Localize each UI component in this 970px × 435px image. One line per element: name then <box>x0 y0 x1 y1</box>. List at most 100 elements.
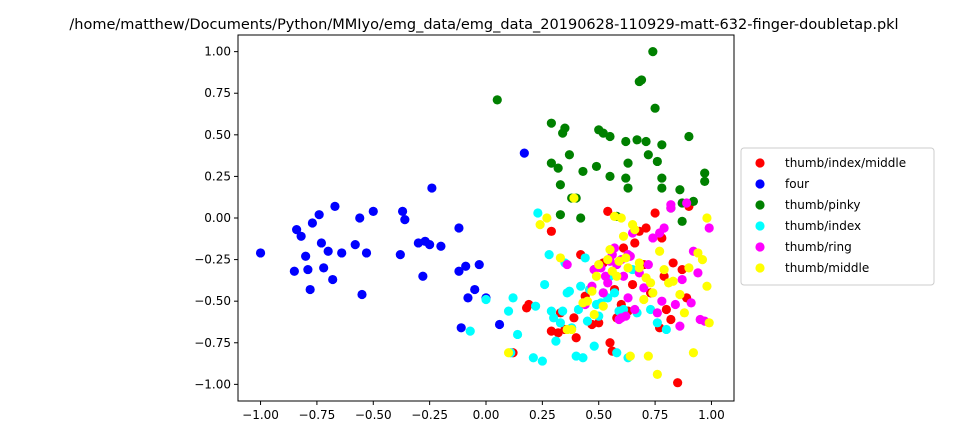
point-series-3-24 <box>580 253 590 263</box>
point-series-0-9 <box>571 333 581 343</box>
x-axis: −1.00 −0.75 −0.50 −0.25 0.00 0.25 0.50 0.75 1.00 <box>242 401 725 422</box>
point-series-5-13 <box>598 301 608 311</box>
point-series-2-17 <box>605 131 615 142</box>
point-series-1-17 <box>357 289 367 300</box>
legend: thumb/index/middle four thumb/pinky thumb/i… <box>740 147 935 286</box>
point-series-0-34 <box>666 314 676 325</box>
point-series-1-6 <box>305 284 315 295</box>
legend-label: thumb/ring <box>785 240 852 254</box>
point-series-3-9 <box>537 356 547 366</box>
y-tick-label: 0.50 <box>204 128 231 142</box>
legend-marker <box>755 263 765 273</box>
point-series-5-28 <box>639 294 649 305</box>
x-tick-label: 0.00 <box>473 408 500 422</box>
point-series-1-0 <box>255 248 266 258</box>
legend-box <box>740 147 935 286</box>
point-series-4-38 <box>704 223 714 233</box>
point-series-0-33 <box>661 304 671 315</box>
legend-marker <box>755 242 765 252</box>
point-series-1-38 <box>436 241 446 251</box>
point-series-0-27 <box>641 223 651 233</box>
point-series-5-15 <box>605 245 615 255</box>
point-series-4-25 <box>657 296 667 306</box>
chart-title: /home/matthew/Documents/Python/MMIyo/emg… <box>69 17 898 33</box>
point-series-2-37 <box>684 131 694 142</box>
point-series-1-20 <box>395 250 405 260</box>
point-series-5-18 <box>612 271 622 281</box>
point-series-2-21 <box>623 158 633 168</box>
y-tick-label: 0.00 <box>204 211 231 225</box>
point-series-3-23 <box>578 353 588 363</box>
point-series-1-10 <box>319 263 329 273</box>
point-series-0-3 <box>546 226 556 236</box>
x-tick-label: 1.00 <box>698 408 725 422</box>
point-series-5-1 <box>535 220 545 230</box>
point-series-5-33 <box>652 369 662 379</box>
point-series-1-8 <box>314 210 324 220</box>
x-tick-label: 0.50 <box>585 408 612 422</box>
point-series-3-8 <box>533 208 543 218</box>
point-series-5-26 <box>630 225 640 235</box>
legend-marker <box>755 200 765 210</box>
point-series-2-35 <box>675 185 685 195</box>
point-series-2-2 <box>546 158 556 168</box>
point-series-5-9 <box>587 286 597 296</box>
point-series-0-16 <box>603 206 613 216</box>
legend-label: thumb/pinky <box>785 198 860 212</box>
point-series-2-27 <box>643 150 653 160</box>
point-series-2-0 <box>492 95 502 105</box>
legend-label: thumb/index <box>785 219 861 233</box>
y-tick-label: 0.75 <box>204 86 231 100</box>
point-series-3-4 <box>512 329 523 340</box>
point-series-2-32 <box>657 173 667 183</box>
point-series-4-41 <box>600 271 611 281</box>
point-series-1-37 <box>456 323 466 333</box>
point-series-3-13 <box>551 336 561 346</box>
point-series-1-36 <box>519 148 529 158</box>
point-series-5-22 <box>621 253 631 263</box>
point-series-5-37 <box>668 276 678 286</box>
point-series-5-12 <box>594 259 604 270</box>
point-series-0-21 <box>618 243 629 253</box>
point-series-3-15 <box>555 318 566 328</box>
point-series-2-23 <box>632 135 642 145</box>
point-series-1-1 <box>289 266 299 276</box>
point-series-0-7 <box>553 328 563 338</box>
point-series-2-22 <box>623 183 633 193</box>
legend-label: four <box>785 177 809 191</box>
point-series-1-32 <box>470 284 480 295</box>
point-series-1-30 <box>461 261 471 271</box>
point-series-1-18 <box>361 248 372 258</box>
point-series-3-25 <box>582 316 593 326</box>
point-series-5-14 <box>603 254 613 265</box>
point-series-0-24 <box>630 238 640 248</box>
point-series-1-13 <box>330 201 340 211</box>
point-series-5-41 <box>688 348 699 358</box>
x-tick-label: −1.00 <box>242 408 279 422</box>
point-series-5-35 <box>659 264 669 275</box>
point-series-1-16 <box>355 213 365 223</box>
point-series-3-44 <box>562 288 572 298</box>
legend-marker <box>755 221 765 231</box>
point-series-2-28 <box>648 47 658 57</box>
point-series-5-44 <box>702 281 712 291</box>
point-series-5-43 <box>697 254 708 265</box>
point-series-4-33 <box>686 298 696 308</box>
point-series-5-39 <box>679 308 690 318</box>
point-series-4-20 <box>639 283 649 293</box>
point-series-3-22 <box>576 281 586 291</box>
point-series-4-18 <box>630 304 640 315</box>
point-series-2-36 <box>677 216 687 226</box>
point-series-2-40 <box>700 176 710 186</box>
point-series-4-26 <box>659 223 669 233</box>
point-series-4-29 <box>670 299 680 310</box>
point-series-2-25 <box>636 75 647 85</box>
point-series-5-40 <box>684 263 694 273</box>
point-series-0-32 <box>659 271 669 281</box>
point-series-1-15 <box>350 240 360 250</box>
point-series-5-34 <box>655 246 665 256</box>
point-series-2-8 <box>564 150 575 160</box>
point-series-2-7 <box>560 123 570 133</box>
point-series-4-30 <box>675 321 685 331</box>
